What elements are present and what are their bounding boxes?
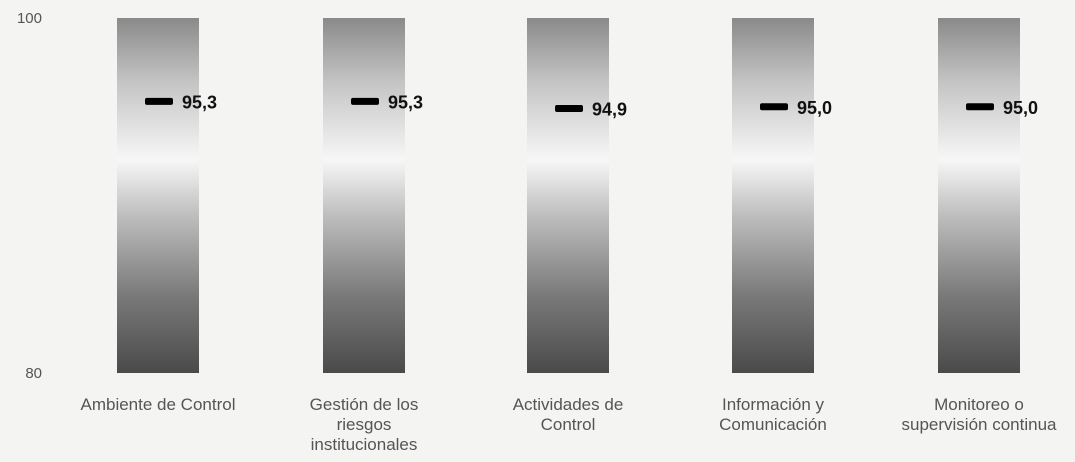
data-label: 95,3 — [182, 92, 217, 112]
bar — [527, 18, 609, 373]
data-label: 95,3 — [388, 92, 423, 112]
category-label: Ambiente de Control — [81, 395, 236, 414]
y-tick-label: 80 — [25, 365, 42, 382]
value-marker — [555, 105, 583, 113]
bar — [323, 18, 405, 373]
data-label: 95,0 — [797, 98, 832, 118]
data-label: 95,0 — [1003, 98, 1038, 118]
category-label: Monitoreo o supervisión continua — [902, 395, 1058, 434]
category-label: Actividades de Control — [513, 395, 624, 434]
value-marker — [760, 103, 788, 111]
bar — [732, 18, 814, 373]
value-marker — [351, 97, 379, 105]
y-tick-label: 100 — [17, 10, 42, 27]
bar — [117, 18, 199, 373]
data-label: 94,9 — [592, 100, 627, 120]
category-label: Información y Comunicación — [719, 395, 827, 434]
bar — [938, 18, 1020, 373]
category-label: Gestión de los riesgos institucionales — [310, 395, 419, 454]
value-marker — [145, 97, 173, 105]
value-marker — [966, 103, 994, 111]
